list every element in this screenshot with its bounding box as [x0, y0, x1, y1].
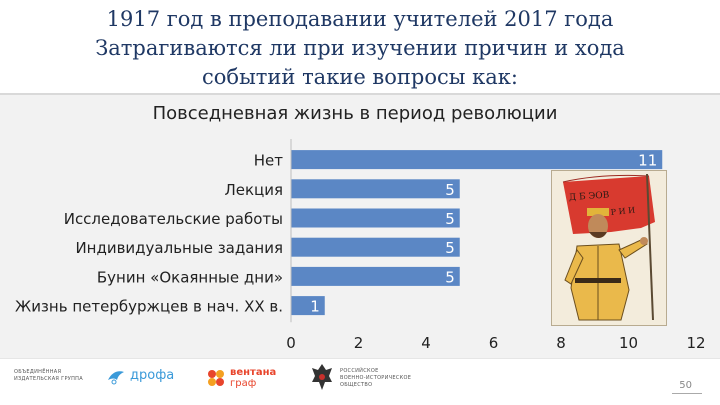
footer-divider	[0, 358, 720, 359]
footer	[0, 358, 720, 405]
data-label: 5	[445, 210, 455, 228]
ventana-logo: вентана граф	[206, 366, 276, 390]
ob-group-logo: ОБЪЕДИНЁННАЯ ИЗДАТЕЛЬСКАЯ ГРУППА	[14, 369, 83, 383]
data-label: 1	[310, 298, 320, 316]
svg-text:Д Б ЭОВ: Д Б ЭОВ	[569, 190, 611, 203]
rvio-logo-line-2: ВОЕННО-ИСТОРИЧЕСКОЕ	[340, 375, 412, 381]
slide-title-line-1: 1917 год в преподавании учителей 2017 го…	[106, 7, 614, 31]
x-tick-label: 8	[556, 334, 566, 352]
data-label: 5	[445, 239, 455, 257]
bar	[291, 266, 460, 286]
x-tick-label: 6	[489, 334, 499, 352]
category-label: Исследовательские работы	[64, 210, 283, 228]
ventana-emblem-icon	[208, 370, 224, 386]
slide-header	[0, 0, 720, 93]
svg-text:Р И И: Р И И	[610, 206, 635, 218]
x-tick-label: 4	[421, 334, 431, 352]
chart-title: Повседневная жизнь в период революции	[152, 103, 558, 124]
data-label: 5	[445, 268, 455, 286]
data-label: 11	[638, 152, 657, 170]
rvio-logo-line-3: ОБЩЕСТВО	[340, 382, 373, 388]
category-label: Нет	[254, 152, 284, 170]
revolution-poster-illustration: Д Б ЭОВ Р И И	[551, 170, 667, 326]
bar	[291, 296, 325, 316]
slide-title-line-2: Затрагиваются ли при изучении причин и х…	[95, 36, 625, 60]
category-label: Бунин «Окаянные дни»	[97, 268, 283, 286]
ob-group-logo-line-2: ИЗДАТЕЛЬСКАЯ ГРУППА	[14, 376, 83, 382]
x-tick-label: 0	[286, 334, 296, 352]
bird-icon	[108, 371, 124, 385]
ob-group-logo-line-1: ОБЪЕДИНЁННАЯ	[14, 369, 62, 375]
bar	[291, 179, 460, 199]
rvio-logo-line-1: РОССИЙСКОЕ	[340, 368, 379, 374]
eagle-emblem-icon	[312, 364, 332, 390]
category-label: Лекция	[224, 181, 283, 199]
rvio-logo: РОССИЙСКОЕ ВОЕННО-ИСТОРИЧЕСКОЕ ОБЩЕСТВО	[310, 362, 420, 396]
drofa-logo-text: дрофа	[130, 368, 175, 383]
ventana-logo-line-1: вентана	[230, 367, 277, 378]
bar	[291, 208, 460, 228]
x-tick-label: 10	[619, 334, 638, 352]
bar	[291, 237, 460, 257]
category-label: Индивидуальные задания	[75, 239, 283, 257]
ventana-logo-line-2: граф	[230, 378, 257, 389]
bar	[291, 150, 663, 170]
page-number: 50	[679, 380, 692, 391]
drofa-logo: дрофа	[106, 366, 186, 388]
page-number-rule	[672, 393, 702, 394]
slide-title-line-3: событий такие вопросы как:	[202, 65, 518, 89]
data-label: 5	[445, 181, 455, 199]
category-label: Жизнь петербуржцев в нач. XX в.	[15, 298, 283, 316]
x-tick-label: 2	[354, 334, 364, 352]
x-tick-label: 12	[686, 334, 705, 352]
header-divider	[0, 93, 720, 95]
